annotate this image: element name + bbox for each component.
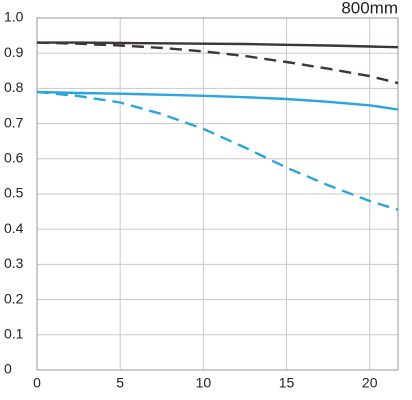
y-tick-label: 0.7 [4, 114, 24, 130]
y-tick-label: 0.2 [4, 290, 24, 306]
series-line [37, 41, 399, 49]
y-tick-label: 0.5 [4, 185, 24, 201]
y-tick-label: 0.3 [4, 255, 24, 271]
series-line [36, 90, 399, 111]
y-tick-label: 0.4 [4, 220, 24, 236]
x-tick-label: 0 [33, 375, 41, 391]
series-line [36, 41, 399, 85]
y-tick-label: 1.0 [4, 9, 24, 25]
chart-title: 800mm [341, 0, 398, 17]
y-tick-label: 0.8 [4, 79, 24, 95]
x-tick-label: 20 [362, 375, 378, 391]
y-tick-label: 0.1 [4, 326, 24, 342]
y-tick-label: 0 [4, 361, 12, 377]
y-tick-label: 0.9 [4, 44, 24, 60]
plot-frame [36, 17, 399, 371]
x-tick-label: 5 [116, 375, 124, 391]
y-tick-label: 0.6 [4, 150, 24, 166]
x-tick-label: 10 [196, 375, 212, 391]
series-line [36, 90, 399, 211]
x-tick-label: 15 [279, 375, 295, 391]
